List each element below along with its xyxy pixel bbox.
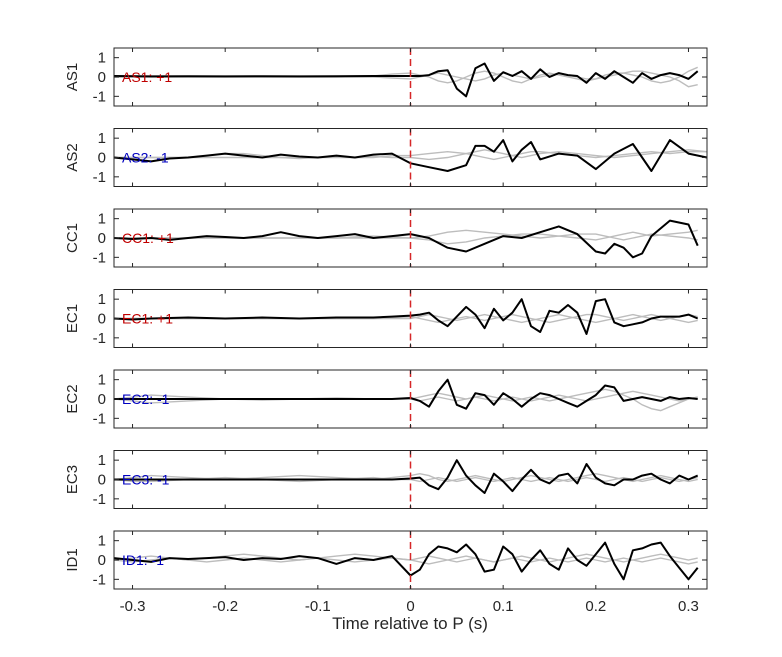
y-tick-label: -1 — [93, 491, 106, 508]
panel-as1: -1 0 1 AS1 AS1: +1 — [64, 47, 708, 107]
panel-ylabel: CC1 — [64, 223, 81, 253]
panel-polarity-label: EC2: -1 — [122, 391, 170, 407]
panel-ec2: -1 0 1 EC2 EC2: -1 — [64, 369, 708, 429]
panel-polarity-label: EC3: -1 — [122, 472, 170, 488]
y-tick-label: 0 — [98, 69, 106, 86]
panel-ylabel: EC1 — [64, 304, 81, 333]
y-tick-label: -1 — [93, 571, 106, 588]
y-tick-label: 1 — [98, 291, 106, 308]
y-tick-label: -1 — [93, 330, 106, 347]
panel-as2: -1 0 1 AS2 AS2: -1 — [64, 128, 708, 187]
panel-ylabel: AS1 — [64, 63, 81, 91]
background-trace — [114, 555, 698, 565]
panel-polarity-label: CC1: +1 — [122, 230, 174, 246]
main-trace — [114, 459, 699, 494]
y-tick-label: 0 — [98, 552, 106, 569]
panel-ylabel: EC3 — [64, 465, 81, 494]
y-tick-label: 0 — [98, 150, 106, 167]
panel-ylabel: AS2 — [64, 143, 81, 171]
y-tick-label: 0 — [98, 391, 106, 408]
panel-ec1: -1 0 1 EC1 EC1: +1 — [64, 289, 708, 348]
panel-id1: -1 0 1 ID1 ID1: -1 — [64, 530, 708, 590]
y-tick-label: 0 — [98, 311, 106, 328]
y-tick-label: -1 — [93, 88, 106, 105]
x-tick-label: 0 — [406, 598, 414, 615]
panel-polarity-label: AS1: +1 — [122, 69, 172, 85]
background-trace — [114, 229, 698, 241]
x-tick-label: 0.2 — [585, 598, 606, 615]
panel-ylabel: ID1 — [64, 548, 81, 571]
x-tick-label: 0.3 — [678, 598, 699, 615]
y-tick-label: 0 — [98, 230, 106, 247]
panel-polarity-label: EC1: +1 — [122, 311, 173, 327]
main-trace — [114, 541, 699, 581]
background-trace — [114, 149, 707, 161]
y-tick-label: 1 — [98, 452, 106, 469]
y-tick-label: 1 — [98, 50, 106, 67]
main-trace — [114, 62, 699, 98]
main-trace — [114, 219, 699, 259]
y-tick-label: 1 — [98, 211, 106, 228]
main-trace — [114, 378, 698, 410]
x-tick-label: -0.3 — [120, 598, 146, 615]
background-trace — [114, 472, 698, 483]
main-trace — [114, 139, 707, 172]
main-trace — [114, 298, 699, 335]
panel-ec3: -1 0 1 EC3 EC3: -1 — [64, 450, 708, 509]
y-tick-label: 0 — [98, 472, 106, 489]
x-tick-label: -0.1 — [305, 598, 331, 615]
y-tick-label: -1 — [93, 410, 106, 427]
panel-polarity-label: AS2: -1 — [122, 150, 169, 166]
panel-cc1: -1 0 1 CC1 CC1: +1 — [64, 208, 708, 268]
panel-polarity-label: ID1: -1 — [122, 552, 164, 568]
y-tick-label: 1 — [98, 130, 106, 147]
panels-group: -1 0 1 AS1 AS1: +1 -1 0 1 AS2 AS2: -1 -1 0 1 CC1 CC1: … — [64, 47, 708, 590]
x-axis-label: Time relative to P (s) — [332, 614, 488, 633]
y-tick-label: 1 — [98, 533, 106, 550]
x-tick-label: -0.2 — [212, 598, 238, 615]
y-tick-label: -1 — [93, 249, 106, 266]
y-tick-label: -1 — [93, 169, 106, 186]
x-tick-label: 0.1 — [493, 598, 514, 615]
x-tick-labels: -0.3 -0.2 -0.1 0 0.1 0.2 0.3 — [120, 598, 699, 615]
y-tick-label: 1 — [98, 372, 106, 389]
panel-ylabel: EC2 — [64, 384, 81, 413]
